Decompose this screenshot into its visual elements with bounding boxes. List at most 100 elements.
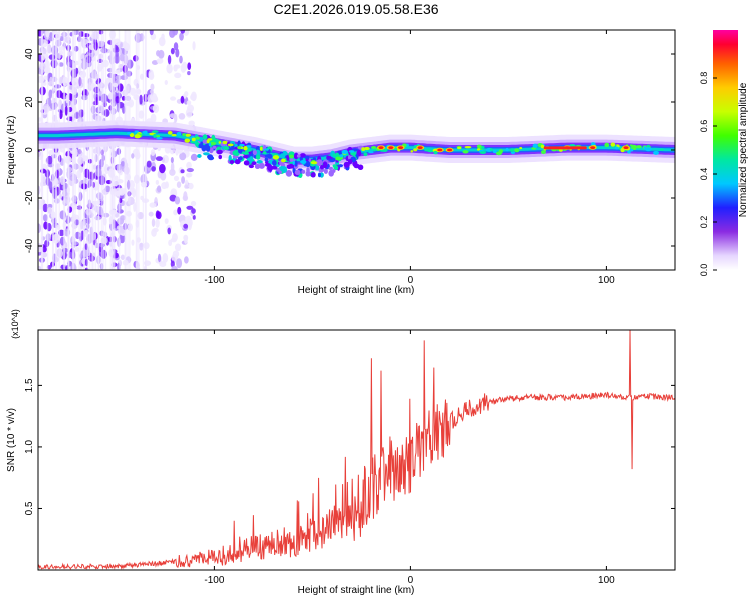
ridge-speckle	[653, 150, 659, 155]
dispersion-blob	[328, 166, 333, 171]
spectral-blob	[125, 70, 133, 77]
ridge-speckle	[227, 143, 234, 147]
hotspot-core	[388, 146, 394, 150]
dispersion-blob	[317, 172, 322, 178]
ridge-speckle	[368, 151, 374, 154]
colorbar-tick-label: 0.6	[699, 120, 709, 133]
spectral-blob	[38, 117, 42, 122]
spectral-streak	[102, 30, 104, 270]
hotspot-core	[378, 146, 384, 150]
ridge-speckle	[185, 134, 190, 137]
spectral-blob	[115, 51, 120, 57]
dispersion-blob	[237, 156, 243, 161]
ridge-speckle	[364, 146, 370, 151]
snr-x-axis: -100 0 100	[204, 330, 615, 586]
ridge-speckle	[182, 133, 186, 136]
colorbar-tick-label: 0.0	[699, 264, 709, 277]
dispersion-blob	[258, 162, 265, 169]
dispersion-blob	[333, 165, 339, 171]
spectral-streak	[86, 30, 89, 270]
spectral-blob	[149, 202, 157, 208]
spectral-blob	[176, 181, 182, 189]
hotspot-core	[398, 146, 404, 150]
dispersion-blob	[198, 143, 204, 149]
spectrogram-heatmap	[38, 30, 675, 270]
spectral-streak	[118, 30, 121, 270]
ridge-speckle	[604, 142, 610, 148]
snr-background	[38, 330, 675, 570]
spectral-streak	[55, 30, 58, 270]
spectral-blob	[164, 218, 169, 225]
ridge-speckle	[207, 138, 213, 141]
spectral-blob	[38, 223, 42, 234]
spectral-blob	[43, 75, 48, 80]
ridge-speckle	[332, 153, 336, 157]
colorbar-ticks: 0.0 0.2 0.4 0.6 0.8	[699, 72, 717, 277]
dispersion-blob	[267, 164, 274, 172]
dispersion-blob	[343, 161, 350, 168]
dispersion-blob	[223, 146, 230, 151]
spectral-blob	[151, 218, 156, 228]
ridge-speckle	[209, 141, 217, 146]
spectral-blob	[64, 105, 68, 116]
spectral-blob	[156, 58, 164, 64]
dispersion-blob	[286, 154, 290, 162]
spectral-streak	[111, 30, 114, 270]
ridge-speckle	[457, 146, 462, 150]
spectral-streak	[41, 30, 44, 270]
ridge-speckle	[479, 151, 487, 154]
spectral-blob	[131, 153, 135, 159]
spectral-blob	[185, 108, 193, 118]
spectral-blob	[172, 30, 179, 36]
dispersion-blob	[202, 134, 208, 140]
ridge-speckle	[222, 140, 228, 145]
spectral-blob	[155, 218, 160, 228]
dispersion-blob	[271, 160, 277, 166]
ridge-speckle	[660, 148, 664, 151]
spectral-blob	[170, 96, 177, 101]
dispersion-blob	[282, 166, 288, 174]
spectral-blob	[118, 187, 125, 196]
spectral-blob	[46, 203, 53, 209]
spectral-blob	[186, 167, 194, 173]
spectral-blob	[85, 55, 92, 64]
ridge-speckle	[289, 161, 293, 164]
ridge-speckle	[540, 150, 546, 155]
y-tick-label: -20	[24, 190, 35, 205]
ridge-speckle	[246, 149, 252, 152]
dispersion-blob	[249, 155, 254, 162]
spectral-blob	[155, 179, 160, 185]
spectral-blob	[132, 187, 137, 198]
spectral-blob	[48, 89, 53, 99]
dispersion-blob	[248, 164, 254, 169]
spectral-blob	[164, 79, 168, 85]
spectral-blob	[187, 62, 192, 70]
spectral-blob	[130, 87, 137, 96]
ridge-speckle	[176, 131, 182, 136]
spectral-blob	[131, 239, 135, 246]
spectral-blob	[156, 185, 162, 193]
hotspot-core	[590, 146, 596, 150]
spectral-blob	[191, 208, 196, 214]
ridge-speckle	[272, 155, 280, 160]
x-tick-label: 0	[408, 275, 414, 286]
dispersion-blob	[252, 149, 257, 156]
dispersion-blob	[266, 153, 273, 159]
snr-scale-label: (x10^4)	[10, 309, 20, 339]
spectral-blob	[167, 54, 172, 65]
ridge-speckle	[373, 148, 376, 152]
spectral-blob	[150, 89, 154, 95]
dispersion-blob	[296, 154, 301, 158]
spectral-blob	[155, 156, 163, 162]
spectral-blob	[161, 33, 165, 40]
spectral-blob	[42, 81, 47, 86]
spectral-blob	[184, 256, 189, 264]
spectral-blob	[192, 214, 196, 220]
spectral-streak	[58, 30, 60, 270]
spectral-blob	[172, 250, 180, 258]
spectral-blob	[171, 265, 178, 270]
ridge-speckle	[237, 145, 242, 149]
figure-title: C2E1.2026.019.05.58.E36	[273, 1, 438, 17]
ridge-speckle	[191, 137, 196, 142]
ridge-speckle	[505, 147, 509, 152]
